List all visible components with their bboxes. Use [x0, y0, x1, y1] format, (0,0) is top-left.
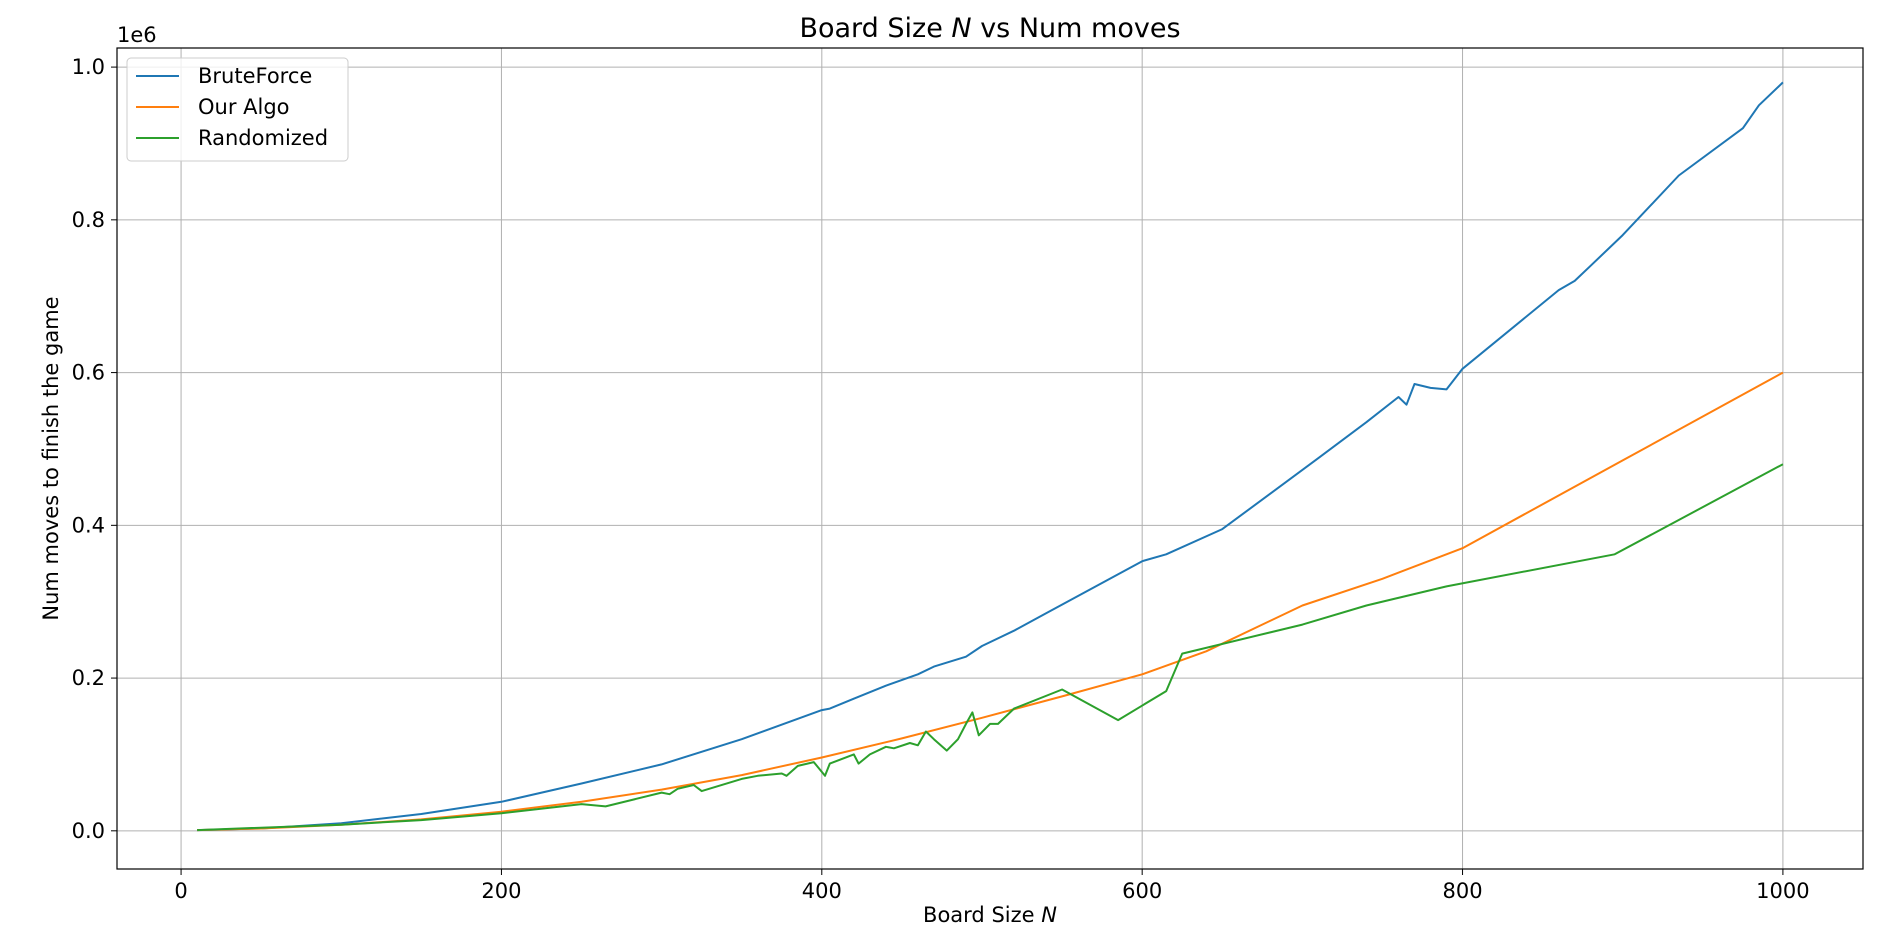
y-tick-label: 0.0: [72, 819, 105, 843]
legend-box: [126, 57, 349, 162]
legend-label-randomized: Randomized: [198, 126, 328, 150]
series-line-bruteforce: [197, 81, 1784, 832]
y-tick-label: 0.8: [72, 208, 105, 232]
grid-lines: [117, 48, 1863, 869]
series-lines: [197, 81, 1784, 832]
y-tick-label: 0.6: [72, 361, 105, 385]
y-tick-label: 0.2: [72, 666, 105, 690]
x-tick-label: 400: [802, 879, 842, 903]
y-axis-offset-label: 1e6: [117, 23, 157, 47]
x-tick-label: 1000: [1756, 879, 1809, 903]
series-line-randomized: [197, 463, 1784, 832]
axis-ticks: 0 200 400 600 800 1000 0.0 0.2 0.4 0.6 0.8 1.0: [72, 55, 1810, 903]
y-tick-label: 1.0: [72, 55, 105, 79]
x-tick-label: 200: [481, 879, 521, 903]
y-axis-label: Num moves to finish the game: [39, 296, 63, 620]
legend-label-bruteforce: BruteForce: [198, 64, 312, 88]
x-axis-label: Board Size N: [923, 903, 1057, 927]
x-tick-label: 800: [1442, 879, 1482, 903]
legend-label-our-algo: Our Algo: [198, 95, 290, 119]
chart-title: Board Size N vs Num moves: [799, 13, 1180, 44]
plot-area-frame: [116, 47, 1864, 870]
legend: BruteForce Our Algo Randomized: [126, 57, 349, 162]
x-tick-label: 0: [174, 879, 187, 903]
y-tick-label: 0.4: [72, 513, 105, 537]
x-tick-label: 600: [1122, 879, 1162, 903]
series-line-our-algo: [197, 371, 1784, 832]
